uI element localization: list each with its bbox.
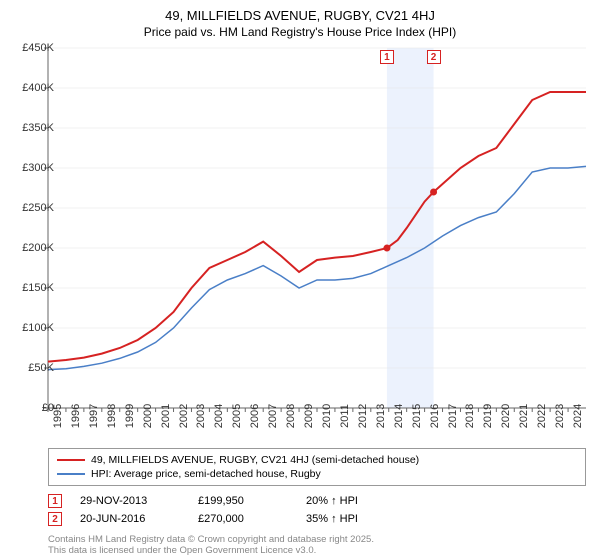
x-tick-label: 1998 bbox=[106, 404, 118, 428]
x-tick-label: 2014 bbox=[393, 404, 405, 428]
sales-row: 1 29-NOV-2013 £199,950 20% ↑ HPI bbox=[48, 492, 406, 510]
x-tick-label: 2008 bbox=[285, 404, 297, 428]
x-tick-label: 2015 bbox=[411, 404, 423, 428]
legend-swatch bbox=[57, 459, 85, 461]
x-tick-label: 2010 bbox=[321, 404, 333, 428]
legend-item: 49, MILLFIELDS AVENUE, RUGBY, CV21 4HJ (… bbox=[57, 453, 577, 467]
x-tick-label: 2018 bbox=[464, 404, 476, 428]
y-tick-label: £350K bbox=[22, 122, 54, 134]
x-tick-label: 2011 bbox=[339, 404, 351, 428]
x-tick-label: 2012 bbox=[357, 404, 369, 428]
x-tick-label: 2002 bbox=[178, 404, 190, 428]
x-tick-label: 2006 bbox=[249, 404, 261, 428]
x-tick-label: 2017 bbox=[447, 404, 459, 428]
attribution-line1: Contains HM Land Registry data © Crown c… bbox=[48, 534, 374, 545]
sale-price: £199,950 bbox=[198, 495, 288, 507]
sale-hpi-delta: 35% ↑ HPI bbox=[306, 513, 406, 525]
x-tick-label: 2019 bbox=[482, 404, 494, 428]
x-tick-label: 2021 bbox=[518, 404, 530, 428]
sale-marker-icon: 2 bbox=[48, 512, 62, 526]
sale-date: 29-NOV-2013 bbox=[80, 495, 180, 507]
chart-title: 49, MILLFIELDS AVENUE, RUGBY, CV21 4HJ bbox=[0, 0, 600, 23]
x-tick-label: 1997 bbox=[88, 404, 100, 428]
y-tick-label: £200K bbox=[22, 242, 54, 254]
x-tick-label: 2024 bbox=[572, 404, 584, 428]
attribution-line2: This data is licensed under the Open Gov… bbox=[48, 545, 374, 556]
y-tick-label: £150K bbox=[22, 282, 54, 294]
x-tick-label: 2020 bbox=[500, 404, 512, 428]
legend-swatch bbox=[57, 473, 85, 475]
x-tick-label: 2007 bbox=[267, 404, 279, 428]
sale-marker-2: 2 bbox=[427, 50, 441, 64]
sale-hpi-delta: 20% ↑ HPI bbox=[306, 495, 406, 507]
legend-item: HPI: Average price, semi-detached house,… bbox=[57, 467, 577, 481]
x-tick-label: 2009 bbox=[303, 404, 315, 428]
sale-date: 20-JUN-2016 bbox=[80, 513, 180, 525]
y-tick-label: £250K bbox=[22, 202, 54, 214]
x-tick-label: 1999 bbox=[124, 404, 136, 428]
x-tick-label: 2005 bbox=[231, 404, 243, 428]
plot-area bbox=[48, 48, 586, 408]
sale-marker-icon: 1 bbox=[48, 494, 62, 508]
sale-marker-1: 1 bbox=[380, 50, 394, 64]
x-tick-label: 2000 bbox=[142, 404, 154, 428]
chart-container: 49, MILLFIELDS AVENUE, RUGBY, CV21 4HJ P… bbox=[0, 0, 600, 560]
legend-label: HPI: Average price, semi-detached house,… bbox=[91, 468, 321, 480]
y-tick-label: £100K bbox=[22, 322, 54, 334]
chart-subtitle: Price paid vs. HM Land Registry's House … bbox=[0, 23, 600, 39]
chart-svg bbox=[48, 48, 586, 408]
x-tick-label: 2022 bbox=[536, 404, 548, 428]
x-tick-label: 2004 bbox=[213, 404, 225, 428]
x-tick-label: 2016 bbox=[429, 404, 441, 428]
x-tick-label: 2013 bbox=[375, 404, 387, 428]
attribution-text: Contains HM Land Registry data © Crown c… bbox=[48, 534, 374, 557]
y-tick-label: £450K bbox=[22, 42, 54, 54]
sales-row: 2 20-JUN-2016 £270,000 35% ↑ HPI bbox=[48, 510, 406, 528]
sale-price: £270,000 bbox=[198, 513, 288, 525]
y-tick-label: £50K bbox=[28, 362, 54, 374]
x-tick-label: 2003 bbox=[195, 404, 207, 428]
sales-table: 1 29-NOV-2013 £199,950 20% ↑ HPI 2 20-JUN-201… bbox=[48, 492, 406, 528]
legend: 49, MILLFIELDS AVENUE, RUGBY, CV21 4HJ (… bbox=[48, 448, 586, 486]
x-tick-label: 1995 bbox=[52, 404, 64, 428]
legend-label: 49, MILLFIELDS AVENUE, RUGBY, CV21 4HJ (… bbox=[91, 454, 419, 466]
y-tick-label: £400K bbox=[22, 82, 54, 94]
x-tick-label: 2001 bbox=[160, 404, 172, 428]
x-tick-label: 1996 bbox=[70, 404, 82, 428]
x-tick-label: 2023 bbox=[554, 404, 566, 428]
y-tick-label: £300K bbox=[22, 162, 54, 174]
